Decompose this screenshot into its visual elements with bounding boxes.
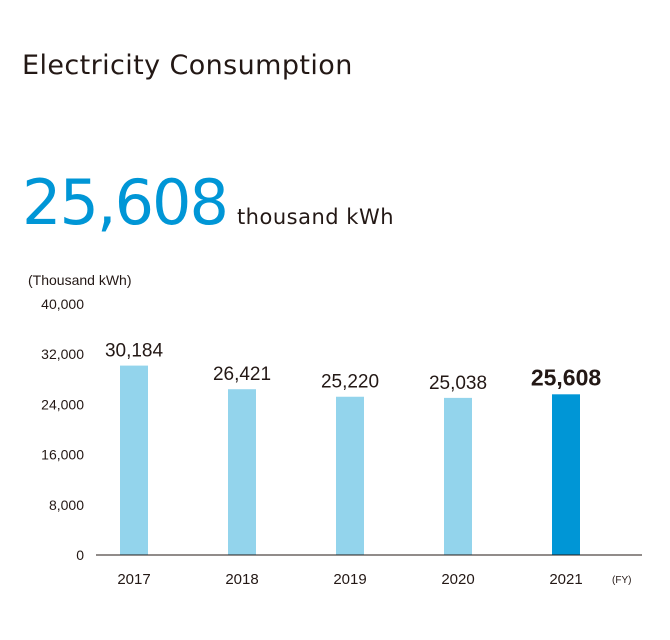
y-tick-label: 8,000 [49,497,84,513]
bar-2017 [120,365,148,555]
bar-2018 [228,389,256,555]
data-label-2020: 25,038 [429,373,487,394]
data-label-2017: 30,184 [105,341,164,362]
x-tick-label: 2021 [549,571,582,588]
y-tick-label: 0 [76,547,84,563]
y-tick-label: 16,000 [41,447,84,463]
headline-unit: thousand kWh [236,205,395,229]
headline-value: 25,608 [22,166,229,239]
page-title: Electricity Consumption [22,50,353,81]
bar-2020 [444,397,472,555]
x-tick-label: 2020 [441,571,474,588]
data-label-2021: 25,608 [531,364,602,390]
y-tick-label: 24,000 [41,396,84,412]
x-tick-label: 2017 [117,571,150,588]
bar-2019 [336,396,364,555]
bar-2021 [552,394,580,555]
y-tick-label: 40,000 [41,296,84,312]
data-label-2019: 25,220 [321,372,379,393]
x-axis-label: (FY) [612,575,631,586]
y-tick-label: 32,000 [41,346,84,362]
x-tick-label: 2019 [333,571,366,588]
data-label-2018: 26,421 [213,364,271,385]
y-axis-label: (Thousand kWh) [28,272,131,288]
headline: 25,608 thousand kWh [22,166,394,239]
x-tick-label: 2018 [225,571,258,588]
